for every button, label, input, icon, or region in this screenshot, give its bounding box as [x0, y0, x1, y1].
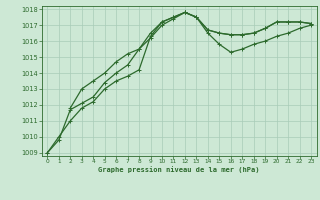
- X-axis label: Graphe pression niveau de la mer (hPa): Graphe pression niveau de la mer (hPa): [99, 167, 260, 173]
